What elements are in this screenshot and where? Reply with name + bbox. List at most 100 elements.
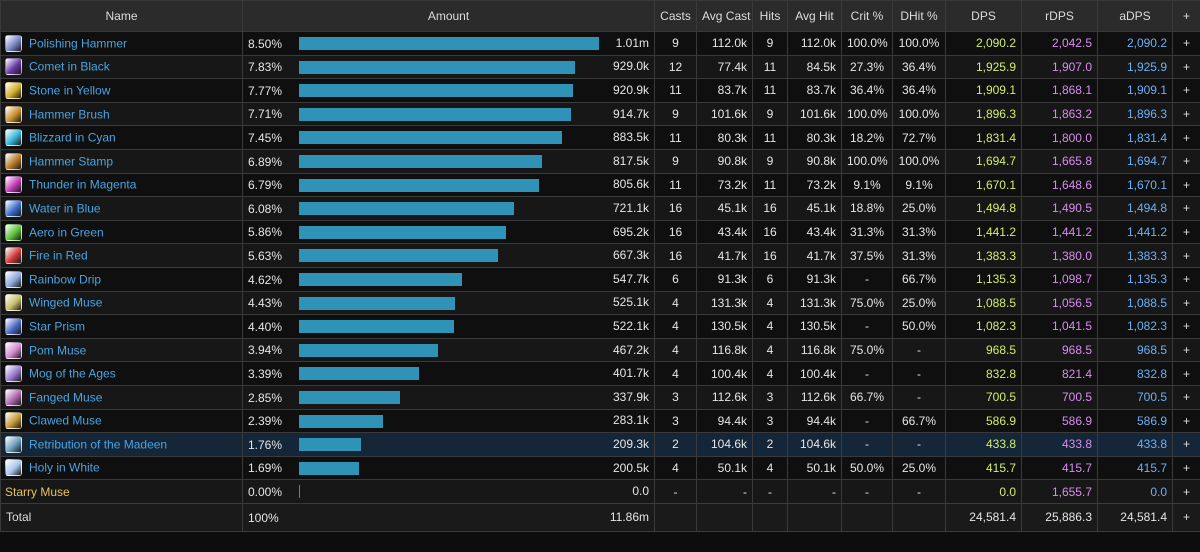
column-header-casts[interactable]: Casts [654, 0, 697, 32]
expand-row-button[interactable]: + [1172, 455, 1200, 481]
table-row[interactable]: Stone in Yellow 7.77% 920.9k 11 83.7k 11… [0, 78, 1200, 103]
expand-row-button[interactable]: + [1172, 361, 1200, 386]
expand-row-button[interactable]: + [1172, 125, 1200, 150]
column-header-plus[interactable]: + [1172, 0, 1200, 32]
column-header-rdps[interactable]: rDPS [1021, 0, 1098, 32]
ability-name[interactable]: Clawed Muse [29, 413, 102, 428]
expand-row-button[interactable]: + [1172, 266, 1200, 292]
dps-cell: 968.5 [945, 337, 1022, 363]
column-header-amount[interactable]: Amount [242, 0, 655, 32]
expand-row-button[interactable]: + [1172, 196, 1200, 221]
ability-name-cell[interactable]: Polishing Hammer [0, 31, 243, 56]
column-header-avg-hit[interactable]: Avg Hit [787, 0, 842, 32]
column-header-crit[interactable]: Crit % [841, 0, 893, 32]
table-row[interactable]: Comet in Black 7.83% 929.0k 12 77.4k 11 … [0, 54, 1200, 80]
expand-row-button[interactable]: + [1172, 54, 1200, 80]
ability-name[interactable]: Aero in Green [29, 225, 104, 240]
table-row[interactable]: Holy in White 1.69% 200.5k 4 50.1k 4 50.… [0, 455, 1200, 481]
expand-row-button[interactable]: + [1172, 148, 1200, 174]
ability-name-cell[interactable]: Comet in Black [0, 54, 243, 80]
ability-name-cell[interactable]: Hammer Stamp [0, 148, 243, 174]
table-row[interactable]: Star Prism 4.40% 522.1k 4 130.5k 4 130.5… [0, 314, 1200, 339]
table-row[interactable]: Aero in Green 5.86% 695.2k 16 43.4k 16 4… [0, 219, 1200, 245]
table-row[interactable]: Fire in Red 5.63% 667.3k 16 41.7k 16 41.… [0, 243, 1200, 268]
ability-name[interactable]: Star Prism [29, 319, 86, 334]
expand-row-button[interactable]: + [1172, 408, 1200, 434]
ability-name-cell[interactable]: Rainbow Drip [0, 266, 243, 292]
column-header-dhit[interactable]: DHit % [892, 0, 946, 32]
ability-name-cell[interactable]: Starry Muse [0, 479, 243, 504]
ability-name[interactable]: Fanged Muse [29, 390, 103, 405]
expand-row-button[interactable]: + [1172, 337, 1200, 363]
table-row[interactable]: Clawed Muse 2.39% 283.1k 3 94.4k 3 94.4k… [0, 408, 1200, 434]
ability-name-cell[interactable]: Aero in Green [0, 219, 243, 245]
ability-name[interactable]: Blizzard in Cyan [29, 130, 116, 145]
column-header-hits[interactable]: Hits [752, 0, 788, 32]
expand-row-button[interactable]: + [1172, 384, 1200, 410]
crit-cell: 100.0% [841, 31, 893, 56]
table-row[interactable]: Blizzard in Cyan 7.45% 883.5k 11 80.3k 1… [0, 125, 1200, 150]
ability-name-cell[interactable]: Thunder in Magenta [0, 172, 243, 198]
ability-name[interactable]: Rainbow Drip [29, 272, 102, 287]
casts-cell: 3 [654, 408, 697, 434]
crit-cell: - [841, 266, 893, 292]
ability-name[interactable]: Stone in Yellow [29, 83, 111, 98]
ability-name[interactable]: Comet in Black [29, 59, 110, 74]
ability-name-cell[interactable]: Star Prism [0, 314, 243, 339]
expand-row-button[interactable]: + [1172, 101, 1200, 127]
column-header-adps[interactable]: aDPS [1097, 0, 1173, 32]
table-row[interactable]: Thunder in Magenta 6.79% 805.6k 11 73.2k… [0, 172, 1200, 198]
ability-name-cell[interactable]: Winged Muse [0, 290, 243, 316]
expand-row-button[interactable]: + [1172, 314, 1200, 339]
table-row[interactable]: Fanged Muse 2.85% 337.9k 3 112.6k 3 112.… [0, 384, 1200, 410]
dhit-cell: 72.7% [892, 125, 946, 150]
ability-name[interactable]: Fire in Red [29, 248, 88, 263]
expand-row-button[interactable]: + [1172, 243, 1200, 268]
table-row[interactable]: Water in Blue 6.08% 721.1k 16 45.1k 16 4… [0, 196, 1200, 221]
table-row[interactable]: Winged Muse 4.43% 525.1k 4 131.3k 4 131.… [0, 290, 1200, 316]
table-row[interactable]: Starry Muse 0.00% 0.0 - - - - - - 0.0 1,… [0, 479, 1200, 504]
ability-name[interactable]: Pom Muse [29, 343, 87, 358]
column-header-name[interactable]: Name [0, 0, 243, 32]
adps-cell: 433.8 [1097, 432, 1173, 457]
table-row[interactable]: Rainbow Drip 4.62% 547.7k 6 91.3k 6 91.3… [0, 266, 1200, 292]
ability-name-cell[interactable]: Hammer Brush [0, 101, 243, 127]
table-row[interactable]: Polishing Hammer 8.50% 1.01m 9 112.0k 9 … [0, 31, 1200, 56]
column-header-dps[interactable]: DPS [945, 0, 1022, 32]
ability-name-cell[interactable]: Holy in White [0, 455, 243, 481]
expand-row-button[interactable]: + [1172, 432, 1200, 457]
total-amount-cell: 100% 11.86m [242, 502, 655, 532]
ability-name[interactable]: Thunder in Magenta [29, 177, 137, 192]
ability-name-cell[interactable]: Fire in Red [0, 243, 243, 268]
table-row[interactable]: Mog of the Ages 3.39% 401.7k 4 100.4k 4 … [0, 361, 1200, 386]
ability-name-cell[interactable]: Fanged Muse [0, 384, 243, 410]
ability-name-cell[interactable]: Stone in Yellow [0, 78, 243, 103]
expand-row-button[interactable]: + [1172, 479, 1200, 504]
ability-name[interactable]: Hammer Brush [29, 107, 110, 122]
expand-row-button[interactable]: + [1172, 290, 1200, 316]
ability-name-cell[interactable]: Retribution of the Madeen [0, 432, 243, 457]
ability-name-cell[interactable]: Mog of the Ages [0, 361, 243, 386]
ability-name[interactable]: Polishing Hammer [29, 36, 128, 51]
total-expand-button[interactable]: + [1172, 502, 1200, 532]
ability-name-cell[interactable]: Blizzard in Cyan [0, 125, 243, 150]
expand-row-button[interactable]: + [1172, 172, 1200, 198]
ability-name-cell[interactable]: Water in Blue [0, 196, 243, 221]
ability-name[interactable]: Hammer Stamp [29, 154, 114, 169]
ability-name-cell[interactable]: Clawed Muse [0, 408, 243, 434]
expand-row-button[interactable]: + [1172, 31, 1200, 56]
table-row[interactable]: Retribution of the Madeen 1.76% 209.3k 2… [0, 432, 1200, 457]
ability-name[interactable]: Winged Muse [29, 295, 103, 310]
ability-name[interactable]: Mog of the Ages [29, 366, 116, 381]
table-row[interactable]: Hammer Stamp 6.89% 817.5k 9 90.8k 9 90.8… [0, 148, 1200, 174]
ability-name-cell[interactable]: Pom Muse [0, 337, 243, 363]
column-header-avg-cast[interactable]: Avg Cast [696, 0, 753, 32]
expand-row-button[interactable]: + [1172, 219, 1200, 245]
expand-row-button[interactable]: + [1172, 78, 1200, 103]
table-row[interactable]: Pom Muse 3.94% 467.2k 4 116.8k 4 116.8k … [0, 337, 1200, 363]
table-row[interactable]: Hammer Brush 7.71% 914.7k 9 101.6k 9 101… [0, 101, 1200, 127]
ability-name[interactable]: Starry Muse [5, 484, 70, 499]
ability-name[interactable]: Water in Blue [29, 201, 101, 216]
ability-name[interactable]: Holy in White [29, 460, 100, 475]
ability-name[interactable]: Retribution of the Madeen [29, 437, 168, 452]
